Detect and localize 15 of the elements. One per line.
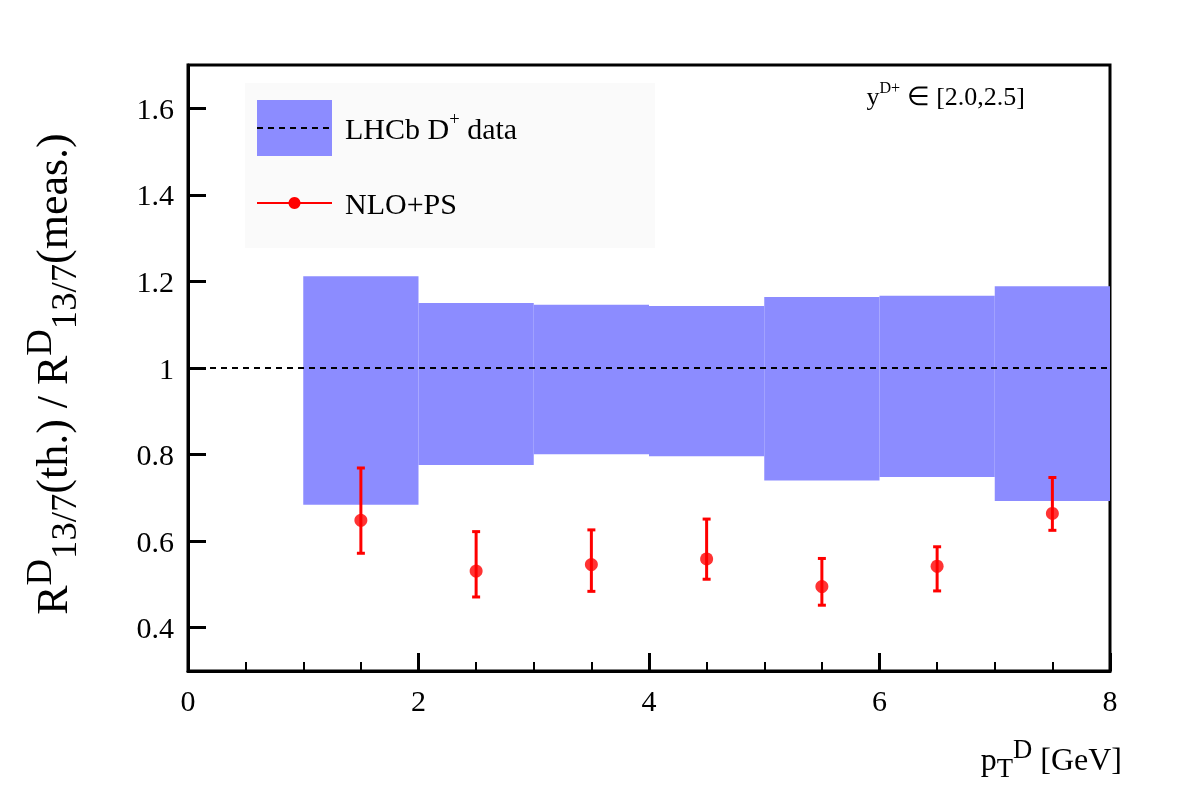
x-tick-label: 2 xyxy=(411,683,426,717)
y-tick-label: 1.6 xyxy=(136,91,174,125)
y-tick-label: 0.8 xyxy=(136,438,174,472)
y-tick-label: 0.4 xyxy=(136,611,174,645)
x-tick-label: 8 xyxy=(1102,683,1118,717)
y-tick-label: 1.4 xyxy=(136,178,174,212)
x-axis-title: p$_{T}$$^{D}$ [GeV] xyxy=(980,734,1122,784)
x-tick-label: 4 xyxy=(641,683,657,717)
y-tick-label: 0.6 xyxy=(136,524,174,558)
x-tick-label: 6 xyxy=(872,683,887,717)
x-tick-label: 0 xyxy=(180,683,196,717)
y-tick-label: 1.2 xyxy=(136,264,174,298)
legend-label: LHCb D+ data xyxy=(345,107,518,145)
legend-label: NLO+PS xyxy=(345,186,457,220)
y-tick-label: 1 xyxy=(159,351,174,385)
